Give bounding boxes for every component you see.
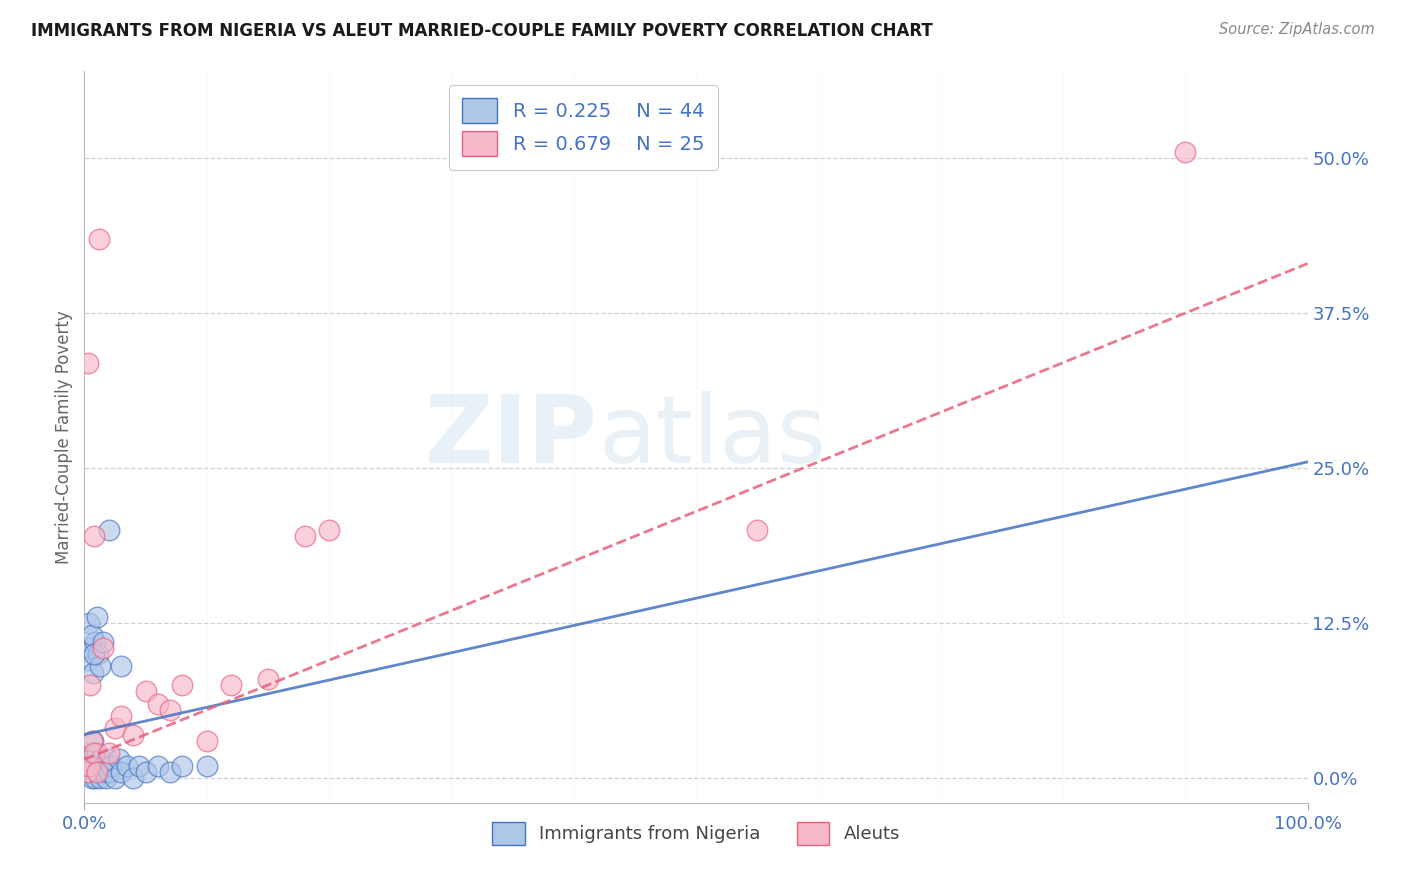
Point <box>195 758 218 772</box>
Point <box>122 771 145 785</box>
Point <box>97 752 120 766</box>
Point <box>87 647 110 661</box>
Point <box>318 523 340 537</box>
Point <box>115 758 138 772</box>
Point <box>83 758 105 772</box>
Point <box>87 232 110 246</box>
Point <box>77 746 100 760</box>
Point <box>80 771 103 785</box>
Point <box>79 752 101 766</box>
Point <box>76 764 98 779</box>
Point <box>84 634 107 648</box>
Point <box>86 764 108 779</box>
Point <box>110 764 132 779</box>
Point <box>107 752 129 766</box>
Point <box>110 709 132 723</box>
Text: atlas: atlas <box>598 391 827 483</box>
Point <box>77 653 100 667</box>
Point <box>159 764 181 779</box>
Point <box>87 758 110 772</box>
Point <box>87 764 110 779</box>
Text: ZIP: ZIP <box>425 391 598 483</box>
Text: IMMIGRANTS FROM NIGERIA VS ALEUT MARRIED-COUPLE FAMILY POVERTY CORRELATION CHART: IMMIGRANTS FROM NIGERIA VS ALEUT MARRIED… <box>31 22 932 40</box>
Point <box>146 697 169 711</box>
Point <box>219 678 242 692</box>
Point <box>257 672 280 686</box>
Point <box>104 771 127 785</box>
Y-axis label: Married-Couple Family Poverty: Married-Couple Family Poverty <box>55 310 73 564</box>
Point <box>91 758 114 772</box>
Point <box>747 523 769 537</box>
Point <box>135 764 157 779</box>
Point <box>84 771 107 785</box>
Point <box>82 665 104 680</box>
Point <box>91 634 114 648</box>
Point <box>83 647 105 661</box>
Point <box>97 523 120 537</box>
Point <box>135 684 157 698</box>
Point <box>93 764 115 779</box>
Point <box>79 678 101 692</box>
Point <box>83 529 105 543</box>
Point <box>94 758 117 772</box>
Point <box>90 752 112 766</box>
Point <box>82 734 104 748</box>
Point <box>76 758 98 772</box>
Point <box>96 771 118 785</box>
Point <box>104 722 127 736</box>
Point <box>100 758 122 772</box>
Point <box>122 728 145 742</box>
Point <box>83 746 105 760</box>
Point <box>89 771 111 785</box>
Point <box>80 628 103 642</box>
Point <box>86 610 108 624</box>
Point <box>91 640 114 655</box>
Point <box>195 734 218 748</box>
Point <box>294 529 316 543</box>
Point <box>1174 145 1197 159</box>
Point <box>128 758 150 772</box>
Point <box>172 678 194 692</box>
Point <box>86 746 108 760</box>
Point <box>89 659 111 673</box>
Point <box>77 615 100 630</box>
Point <box>110 659 132 673</box>
Point <box>79 640 101 655</box>
Point <box>77 758 100 772</box>
Point <box>172 758 194 772</box>
Point <box>77 764 100 779</box>
Point <box>80 734 103 748</box>
Point <box>159 703 181 717</box>
Point <box>97 746 120 760</box>
Point <box>97 764 120 779</box>
Point <box>146 758 169 772</box>
Legend: Immigrants from Nigeria, Aleuts: Immigrants from Nigeria, Aleuts <box>485 814 907 852</box>
Point <box>77 356 100 370</box>
Text: Source: ZipAtlas.com: Source: ZipAtlas.com <box>1219 22 1375 37</box>
